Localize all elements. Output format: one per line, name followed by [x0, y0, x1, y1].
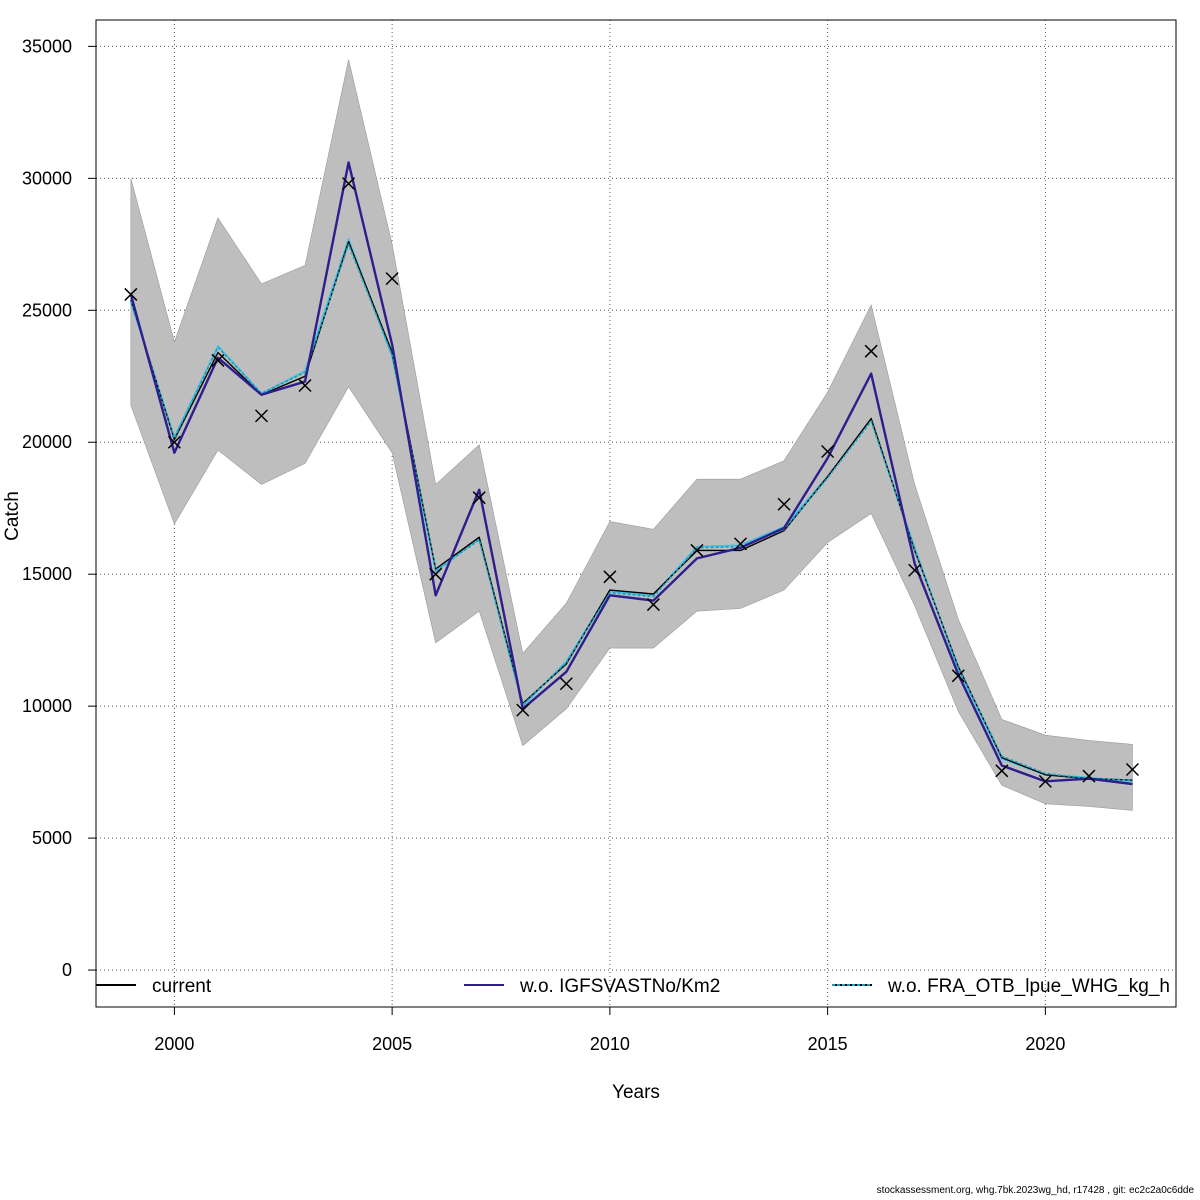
- observed-point-stroke: [733, 537, 748, 551]
- observed-point-stroke: [951, 669, 965, 683]
- y-tick-label: 25000: [22, 300, 72, 320]
- y-tick-label: 0: [62, 960, 72, 980]
- confidence-band: [130, 59, 1133, 811]
- observed-point: [559, 677, 573, 691]
- axes: 2000 2005 2010 2015 2020 0 5000 10000 15000 20000…: [22, 19, 1177, 1054]
- observed-point-stroke: [1038, 774, 1052, 788]
- x-tick-label: 2010: [590, 1034, 630, 1054]
- footer-credit: stockassessment.org, whg.7bk.2023wg_hd, …: [876, 1185, 1194, 1196]
- observed-point: [1038, 774, 1052, 788]
- x-tick-label: 2020: [1025, 1034, 1065, 1054]
- y-tick-label: 20000: [22, 432, 72, 452]
- series-line-wo-igfsvast: [129, 161, 1133, 786]
- observed-point-stroke: [559, 677, 573, 691]
- observed-point: [211, 353, 225, 367]
- legend-item-wo-igfsvast: w.o. IGFSVASTNo/Km2: [464, 976, 720, 997]
- observed-point: [690, 543, 704, 557]
- observed-point-stroke: [385, 272, 399, 286]
- observed-point-stroke: [995, 764, 1009, 778]
- observed-point-stroke: [124, 287, 138, 301]
- series-lines: [129, 161, 1133, 786]
- observed-point-stroke: [167, 435, 181, 449]
- observed-point: [516, 703, 530, 717]
- observed-point: [864, 344, 878, 358]
- legend-entries: current w.o. IGFSVASTNo/Km2 w.o. FRA_OTB_l…: [96, 976, 1170, 997]
- legend-label: current: [152, 976, 212, 997]
- y-tick-label: 30000: [22, 168, 72, 188]
- observed-point-stroke: [254, 409, 269, 423]
- y-tick-label: 10000: [22, 696, 72, 716]
- legend: current w.o. IGFSVASTNo/Km2 w.o. FRA_OTB_l…: [96, 976, 1170, 997]
- observed-point: [733, 537, 748, 551]
- observed-point-stroke: [1082, 769, 1096, 783]
- legend-item-wo-fra-otb: w.o. FRA_OTB_lpue_WHG_kg_h: [832, 976, 1170, 997]
- observed-point-stroke: [211, 353, 225, 367]
- observed-point-stroke: [908, 563, 922, 577]
- y-tick-label: 5000: [32, 828, 72, 848]
- x-tick-label: 2005: [372, 1034, 412, 1054]
- observed-point-stroke: [690, 543, 704, 557]
- observed-point: [254, 409, 269, 423]
- observed-point: [646, 598, 660, 612]
- observed-point: [951, 669, 965, 683]
- observed-point-stroke: [1125, 762, 1139, 777]
- observed-point-stroke: [298, 378, 312, 393]
- observed-point: [1082, 769, 1096, 783]
- observed-point-stroke: [603, 570, 617, 584]
- legend-label: w.o. IGFSVASTNo/Km2: [519, 976, 720, 997]
- observed-point: [603, 570, 617, 584]
- confidence-band-area: [130, 59, 1133, 811]
- observed-point: [995, 764, 1009, 778]
- y-tick-label: 15000: [22, 564, 72, 584]
- observed-point-stroke: [821, 444, 835, 459]
- observed-point: [385, 272, 399, 286]
- observed-point-stroke: [429, 567, 443, 581]
- y-axis-label: Catch: [2, 491, 23, 541]
- observed-point-stroke: [342, 177, 356, 191]
- x-tick-label: 2000: [154, 1034, 194, 1054]
- observed-point: [429, 567, 443, 581]
- observed-point: [472, 491, 486, 505]
- observed-point: [908, 563, 922, 577]
- observed-point: [167, 435, 181, 449]
- x-axis-label: Years: [612, 1082, 660, 1103]
- observed-point-stroke: [864, 344, 878, 358]
- observed-point: [777, 497, 791, 511]
- observed-point-stroke: [777, 497, 791, 511]
- x-tick-label: 2015: [808, 1034, 848, 1054]
- observed-point: [1125, 762, 1139, 777]
- observed-points: [124, 177, 1139, 788]
- observed-point: [821, 444, 835, 459]
- observed-point: [124, 287, 138, 301]
- plot-frame: [95, 19, 1177, 1008]
- legend-item-current: current: [96, 976, 212, 997]
- observed-point-stroke: [516, 703, 530, 717]
- series-line-current: [130, 240, 1133, 781]
- observed-point-stroke: [646, 598, 660, 612]
- y-tick-label: 35000: [22, 36, 72, 56]
- observed-point: [298, 378, 312, 393]
- observed-point: [342, 177, 356, 191]
- observed-point-stroke: [472, 491, 486, 505]
- legend-label: w.o. FRA_OTB_lpue_WHG_kg_h: [887, 976, 1170, 997]
